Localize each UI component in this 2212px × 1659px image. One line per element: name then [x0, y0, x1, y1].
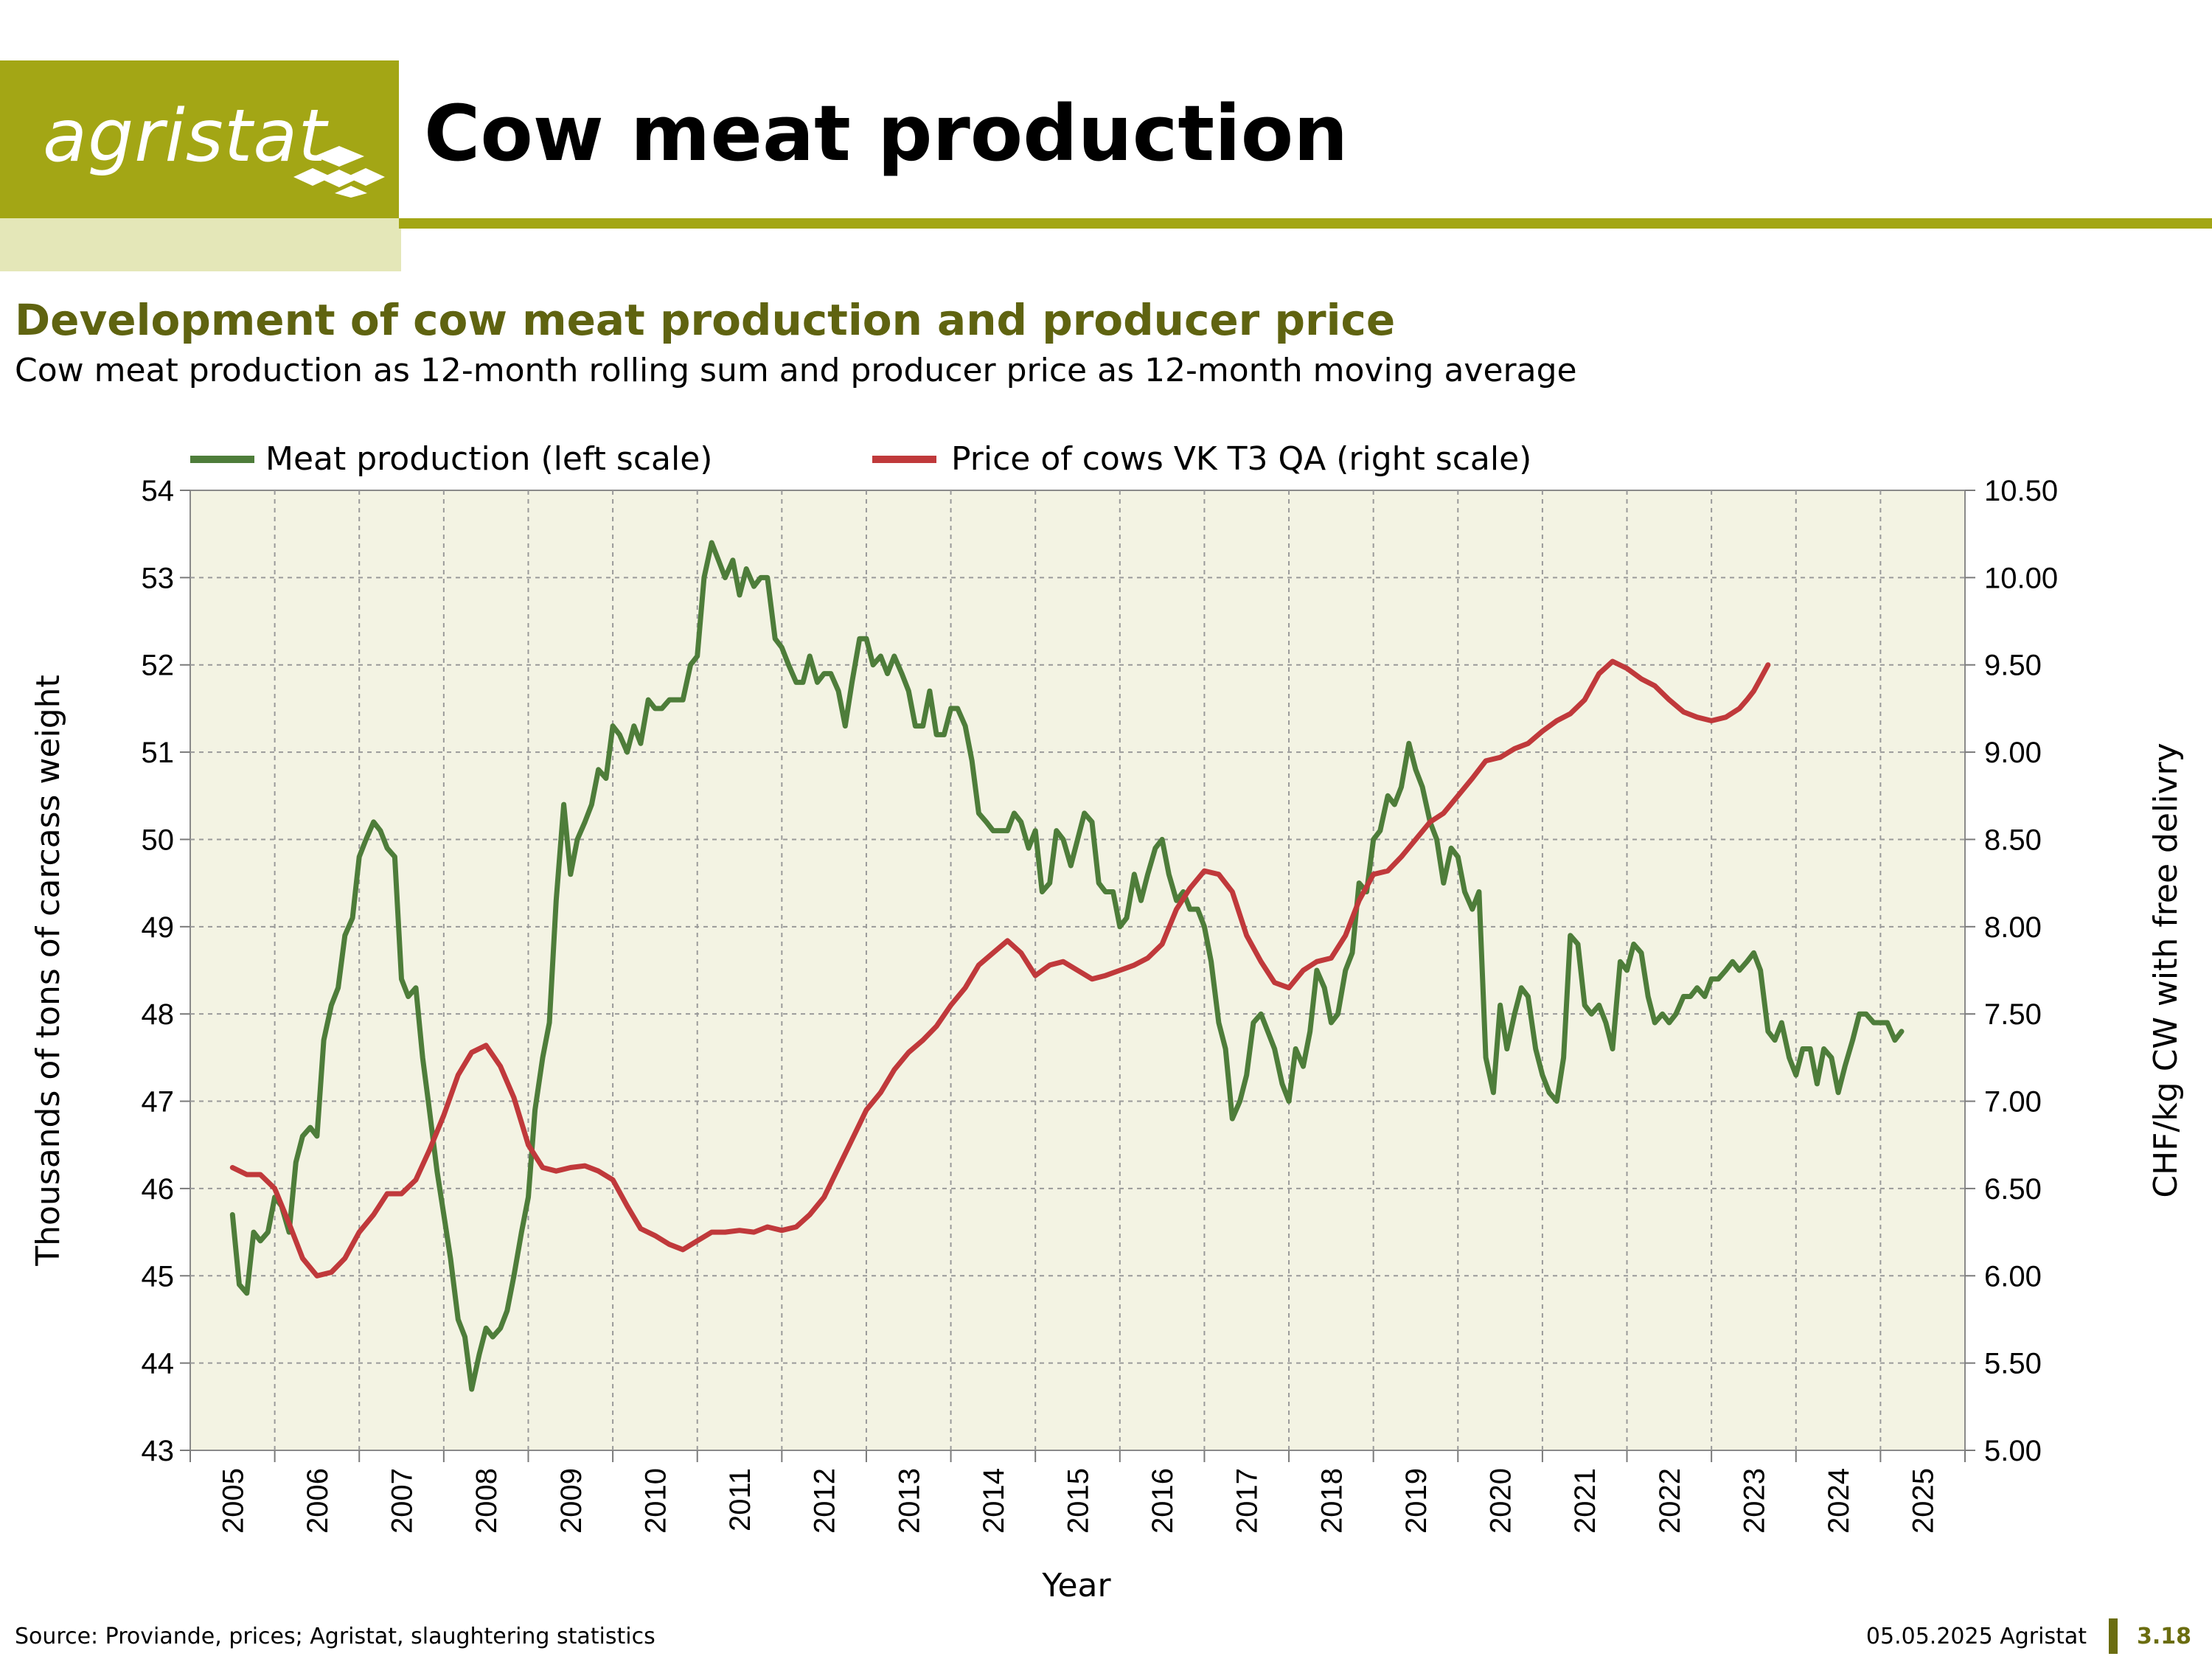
x-tick-label: 2021: [1569, 1468, 1601, 1534]
x-tick-label: 2025: [1907, 1468, 1940, 1534]
footer-divider: [2109, 1618, 2118, 1654]
legend: Meat production (left scale) Price of co…: [190, 440, 1531, 478]
series-line-production: [229, 540, 1905, 1392]
y-right-tick-label: 7.50: [1984, 998, 2042, 1031]
x-axis-title: Year: [1041, 1567, 1111, 1604]
axes: 43 44 45 46 47 48 49 50 51 52 53 54 5.00 5.50 6.00 6.50…: [142, 475, 2059, 1534]
y-right-tick-label: 6.50: [1984, 1173, 2042, 1206]
page-number: 3.18: [2136, 1624, 2191, 1649]
x-tick-label: 2022: [1654, 1468, 1686, 1534]
x-tick-label: 2016: [1147, 1468, 1179, 1534]
logo-underlay: [0, 218, 401, 271]
x-tick-label: 2014: [978, 1468, 1010, 1534]
logo-text: agristat: [43, 94, 327, 178]
y-right-tick-label: 9.00: [1984, 737, 2042, 769]
y-left-tick-label: 53: [142, 562, 175, 594]
series-line-price: [229, 658, 1771, 1279]
x-tick-label: 2008: [470, 1468, 503, 1534]
x-tick-label: 2015: [1062, 1468, 1095, 1534]
y-left-tick-label: 54: [142, 475, 175, 507]
y-left-tick-label: 50: [142, 824, 175, 856]
y-right-tick-label: 8.50: [1984, 824, 2042, 856]
y-right-tick-label: 6.00: [1984, 1260, 2042, 1293]
y-left-tick-label: 45: [142, 1260, 175, 1293]
x-tick-label: 2006: [302, 1468, 334, 1534]
diamond-logo-icon: [293, 146, 385, 198]
source-note: Source: Proviande, prices; Agristat, sla…: [15, 1624, 655, 1649]
y-left-tick-label: 44: [142, 1348, 175, 1380]
y-axis-left-title: Thousands of tons of carcass weight: [29, 675, 67, 1267]
x-tick-label: 2017: [1231, 1468, 1264, 1534]
y-left-tick-label: 46: [142, 1173, 175, 1206]
x-tick-label: 2024: [1823, 1468, 1855, 1534]
footer-date: 05.05.2025 Agristat: [1865, 1624, 2087, 1649]
x-tick-label: 2005: [217, 1468, 249, 1534]
x-tick-label: 2020: [1485, 1468, 1517, 1534]
y-left-tick-label: 48: [142, 998, 175, 1031]
y-left-tick-label: 51: [142, 737, 175, 769]
y-left-tick-label: 52: [142, 650, 175, 682]
y-right-tick-label: 10.00: [1984, 562, 2058, 594]
x-tick-label: 2011: [724, 1468, 757, 1531]
y-right-tick-label: 9.50: [1984, 650, 2042, 682]
x-tick-label: 2007: [386, 1468, 419, 1534]
y-left-tick-label: 49: [142, 911, 175, 944]
chart-subtitle: Cow meat production as 12-month rolling …: [15, 352, 1577, 389]
y-right-tick-label: 5.00: [1984, 1435, 2042, 1467]
y-right-tick-label: 10.50: [1984, 475, 2058, 507]
x-tick-label: 2019: [1400, 1468, 1433, 1534]
series: [229, 540, 1905, 1392]
y-axis-right-title: CHF/kg CW with free delivry: [2147, 742, 2185, 1197]
x-tick-label: 2013: [893, 1468, 925, 1534]
page-title: Cow meat production: [424, 88, 1349, 178]
y-left-tick-label: 43: [142, 1435, 175, 1467]
legend-label-price: Price of cows VK T3 QA (right scale): [951, 440, 1531, 478]
x-tick-label: 2009: [555, 1468, 588, 1534]
x-tick-label: 2023: [1738, 1468, 1770, 1534]
legend-label-production: Meat production (left scale): [265, 440, 712, 478]
header-rule: [399, 218, 2212, 229]
logo-box: [0, 60, 399, 218]
chart-title: Development of cow meat production and p…: [15, 295, 1396, 345]
x-tick-label: 2010: [639, 1468, 672, 1534]
x-tick-label: 2018: [1315, 1468, 1348, 1534]
x-tick-label: 2012: [809, 1468, 841, 1534]
chart: 43 44 45 46 47 48 49 50 51 52 53 54 5.00 5.50 6.00 6.50…: [29, 440, 2185, 1604]
y-left-tick-label: 47: [142, 1086, 175, 1119]
y-right-tick-label: 5.50: [1984, 1348, 2042, 1380]
y-right-tick-label: 8.00: [1984, 911, 2042, 944]
y-right-tick-label: 7.00: [1984, 1086, 2042, 1119]
